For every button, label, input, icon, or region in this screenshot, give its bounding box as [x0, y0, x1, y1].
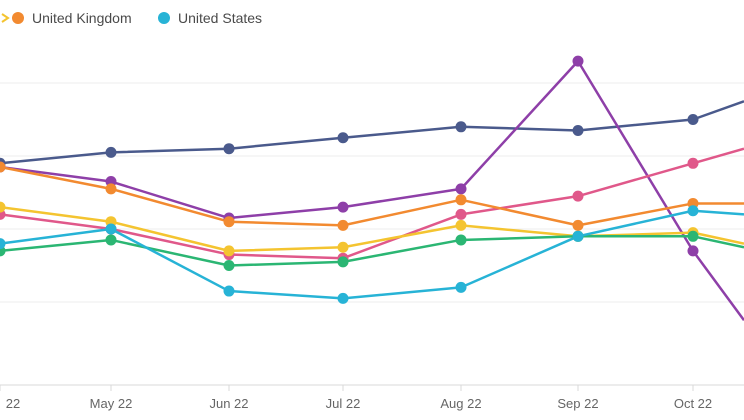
data-point[interactable] — [337, 241, 349, 253]
data-point[interactable] — [455, 234, 467, 246]
series-line-0 — [0, 100, 744, 165]
legend-label-united-kingdom[interactable]: United Kingdom — [32, 10, 132, 26]
data-point[interactable] — [572, 190, 584, 202]
series-line-6 — [0, 209, 744, 300]
legend-marker-united-states[interactable] — [158, 12, 170, 24]
series-lines — [0, 59, 744, 321]
gridlines — [0, 82, 744, 303]
data-point[interactable] — [455, 281, 467, 293]
data-point[interactable] — [687, 230, 699, 242]
data-point[interactable] — [223, 143, 235, 155]
data-point[interactable] — [337, 132, 349, 144]
legend[interactable]: United Kingdom United States — [1, 10, 262, 26]
data-point[interactable] — [337, 219, 349, 231]
data-point[interactable] — [337, 201, 349, 213]
data-point[interactable] — [687, 114, 699, 125]
data-point[interactable] — [572, 55, 584, 67]
data-point[interactable] — [337, 292, 349, 304]
series-line-4 — [0, 235, 744, 267]
x-tick-label: Sep 22 — [557, 396, 598, 411]
x-tick-label: Aug 22 — [440, 396, 481, 411]
data-point[interactable] — [687, 205, 699, 217]
legend-label-united-states[interactable]: United States — [178, 10, 262, 26]
data-point[interactable] — [105, 146, 117, 158]
data-point[interactable] — [687, 245, 699, 257]
data-point[interactable] — [223, 245, 235, 257]
data-point[interactable] — [223, 216, 235, 228]
data-point[interactable] — [572, 219, 584, 231]
series-line-3 — [0, 205, 744, 253]
series-line-1 — [0, 59, 744, 321]
x-tick-label: 22 — [6, 396, 20, 411]
data-point[interactable] — [223, 260, 235, 271]
data-point[interactable] — [105, 183, 117, 195]
data-point[interactable] — [572, 124, 584, 136]
data-point[interactable] — [455, 219, 467, 231]
data-point[interactable] — [223, 285, 235, 297]
x-tick-label: Jul 22 — [326, 396, 361, 411]
data-point[interactable] — [105, 234, 117, 246]
x-tick-label: Jun 22 — [209, 396, 248, 411]
x-tick-label: May 22 — [90, 396, 133, 411]
data-point[interactable] — [0, 201, 6, 213]
data-point[interactable] — [455, 121, 467, 133]
data-point[interactable] — [0, 161, 6, 173]
data-point[interactable] — [572, 230, 584, 242]
series-line-5 — [0, 165, 744, 227]
legend-marker-united-kingdom[interactable] — [12, 12, 24, 24]
legend-marker-partial — [1, 13, 10, 23]
data-point[interactable] — [687, 157, 699, 169]
data-point[interactable] — [455, 208, 467, 220]
x-axis: 22 May 22 Jun 22 Jul 22 Aug 22 Sep 22 Oct 22 — [0, 384, 744, 411]
series-points — [0, 55, 699, 304]
data-point[interactable] — [105, 223, 117, 235]
x-tick-label: Oct 22 — [674, 396, 712, 411]
data-point[interactable] — [0, 238, 6, 250]
data-point[interactable] — [455, 194, 467, 206]
data-point[interactable] — [337, 256, 349, 268]
data-point[interactable] — [455, 183, 467, 195]
